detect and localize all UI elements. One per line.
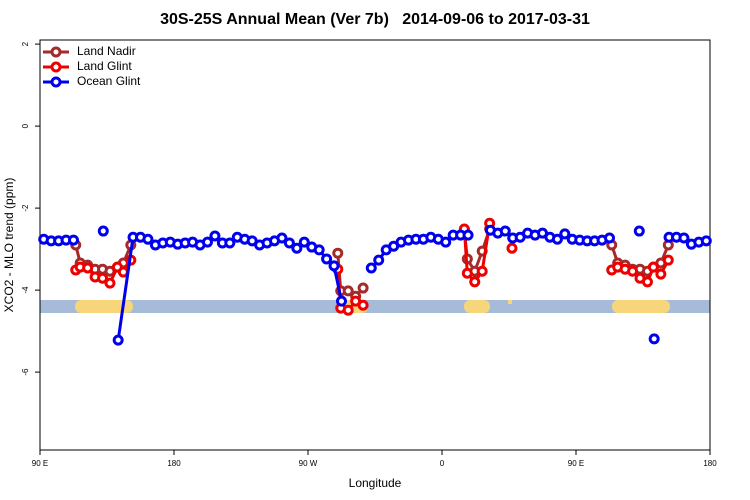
data-point: [342, 304, 354, 316]
legend-marker: [50, 46, 62, 58]
x-tick-label: 180: [703, 459, 717, 468]
data-point: [202, 236, 213, 248]
data-point: [342, 285, 354, 297]
surface-band: [40, 300, 710, 313]
land-band: [75, 300, 133, 313]
x-axis-label: Longitude: [349, 476, 402, 490]
data-point: [283, 237, 295, 249]
legend-label: Land Glint: [77, 59, 132, 73]
data-point: [461, 267, 473, 279]
data-point: [112, 334, 124, 346]
data-point: [321, 253, 333, 265]
data-point: [365, 262, 377, 274]
data-point: [332, 247, 344, 259]
data-point: [440, 236, 452, 248]
data-point: [104, 277, 116, 289]
data-point: [641, 276, 653, 288]
data-point: [97, 272, 109, 284]
data-point: [662, 254, 674, 266]
data-point: [357, 282, 369, 294]
legend-marker: [50, 61, 62, 73]
data-point: [678, 232, 690, 244]
data-point: [276, 232, 288, 244]
data-point: [373, 254, 385, 266]
legend-marker: [50, 76, 62, 88]
data-point: [700, 235, 712, 247]
y-tick-label: 0: [21, 123, 30, 128]
data-point: [142, 233, 154, 245]
chart-title: 30S-25S Annual Mean (Ver 7b) 2014-09-06 …: [160, 11, 590, 28]
x-tick-label: 90 E: [32, 459, 48, 468]
x-tick-label: 90 E: [568, 459, 584, 468]
data-point: [224, 237, 236, 249]
ocean-band: [40, 300, 710, 313]
data-point: [97, 225, 109, 237]
data-point: [633, 225, 645, 237]
data-point: [82, 262, 94, 274]
data-point: [209, 230, 221, 242]
data-point: [499, 225, 511, 237]
y-tick-label: -2: [21, 204, 30, 212]
land-band: [464, 300, 490, 313]
data-point: [655, 268, 667, 280]
y-tick-label: -4: [21, 286, 30, 294]
data-point: [551, 233, 563, 245]
y-axis-label: XCO2 - MLO trend (ppm): [2, 178, 16, 313]
plot-frame: [39, 39, 711, 451]
land-band: [612, 300, 670, 313]
data-point: [627, 265, 639, 277]
data-point: [469, 276, 481, 288]
data-point: [604, 232, 615, 244]
data-point: [291, 242, 303, 254]
data-point: [336, 295, 347, 307]
y-tick-label: -6: [21, 368, 30, 376]
data-point: [313, 244, 325, 256]
legend-label: Ocean Glint: [77, 74, 141, 88]
data-point: [357, 299, 369, 311]
data-point: [648, 333, 660, 345]
data-point: [647, 261, 659, 273]
data-point: [328, 260, 340, 272]
y-tick-label: 2: [21, 41, 30, 46]
data-point: [462, 229, 474, 241]
data-point: [559, 228, 571, 240]
legend-label: Land Nadir: [77, 44, 136, 58]
data-point: [476, 265, 488, 277]
x-tick-label: 0: [440, 459, 445, 468]
data-point: [298, 236, 310, 248]
x-tick-label: 180: [167, 459, 181, 468]
data-point: [506, 242, 518, 254]
x-tick-label: 90 W: [299, 459, 318, 468]
land-band: [508, 300, 512, 304]
data-point: [68, 234, 79, 246]
